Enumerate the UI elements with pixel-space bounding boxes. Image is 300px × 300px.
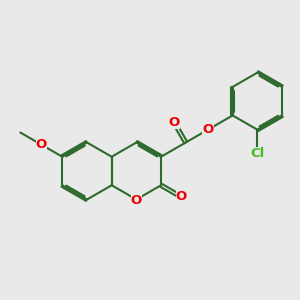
Text: O: O bbox=[202, 123, 214, 136]
Text: O: O bbox=[176, 190, 187, 203]
Text: O: O bbox=[168, 116, 180, 129]
Text: Cl: Cl bbox=[250, 147, 264, 161]
Text: O: O bbox=[36, 138, 47, 151]
Text: O: O bbox=[131, 194, 142, 208]
